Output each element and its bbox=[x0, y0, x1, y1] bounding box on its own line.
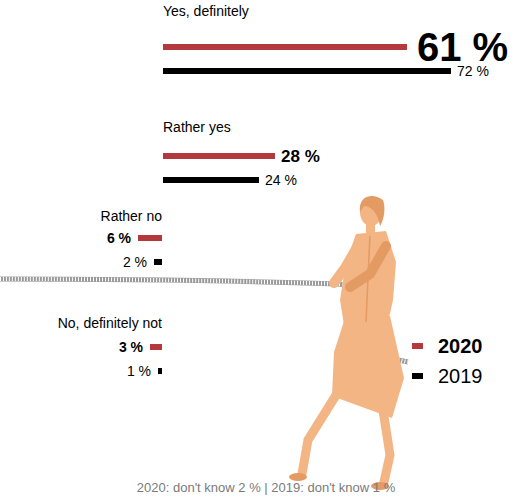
data-label: 2 % bbox=[123, 254, 147, 270]
bars bbox=[138, 44, 451, 374]
skirt bbox=[332, 316, 404, 418]
labels: Yes, definitely Rather yes Rather no No, de… bbox=[58, 3, 508, 379]
jacket bbox=[340, 231, 396, 325]
bar bbox=[163, 44, 407, 50]
illustration bbox=[0, 196, 408, 490]
leg bbox=[383, 410, 390, 482]
legend-label: 2020 bbox=[438, 335, 483, 357]
category-label: Rather no bbox=[101, 208, 163, 224]
arm bbox=[334, 242, 360, 283]
bar bbox=[150, 344, 162, 350]
hair bbox=[360, 196, 385, 226]
bar bbox=[158, 368, 162, 374]
bar bbox=[163, 177, 259, 183]
bar bbox=[163, 153, 275, 159]
data-label: 1 % bbox=[127, 363, 151, 379]
bar bbox=[154, 259, 162, 265]
data-label: 72 % bbox=[457, 63, 489, 79]
bar bbox=[138, 235, 162, 241]
legend-swatch bbox=[412, 343, 423, 349]
bar bbox=[163, 68, 451, 74]
data-label: 3 % bbox=[119, 339, 144, 355]
legend-label: 2019 bbox=[438, 365, 483, 387]
category-label: No, definitely not bbox=[58, 315, 162, 331]
legend-swatch bbox=[412, 373, 423, 379]
legend: 2020 2019 bbox=[412, 335, 483, 387]
leg bbox=[302, 392, 338, 474]
arm bbox=[350, 246, 386, 287]
chart: Yes, definitely Rather yes Rather no No, de… bbox=[0, 0, 532, 502]
data-label: 24 % bbox=[265, 172, 297, 188]
category-label: Yes, definitely bbox=[163, 3, 249, 19]
annotation: 2020: don't know 2 % | 2019: don't know … bbox=[137, 480, 396, 495]
data-label: 28 % bbox=[281, 147, 320, 166]
category-label: Rather yes bbox=[163, 119, 231, 135]
data-label: 6 % bbox=[107, 230, 132, 246]
